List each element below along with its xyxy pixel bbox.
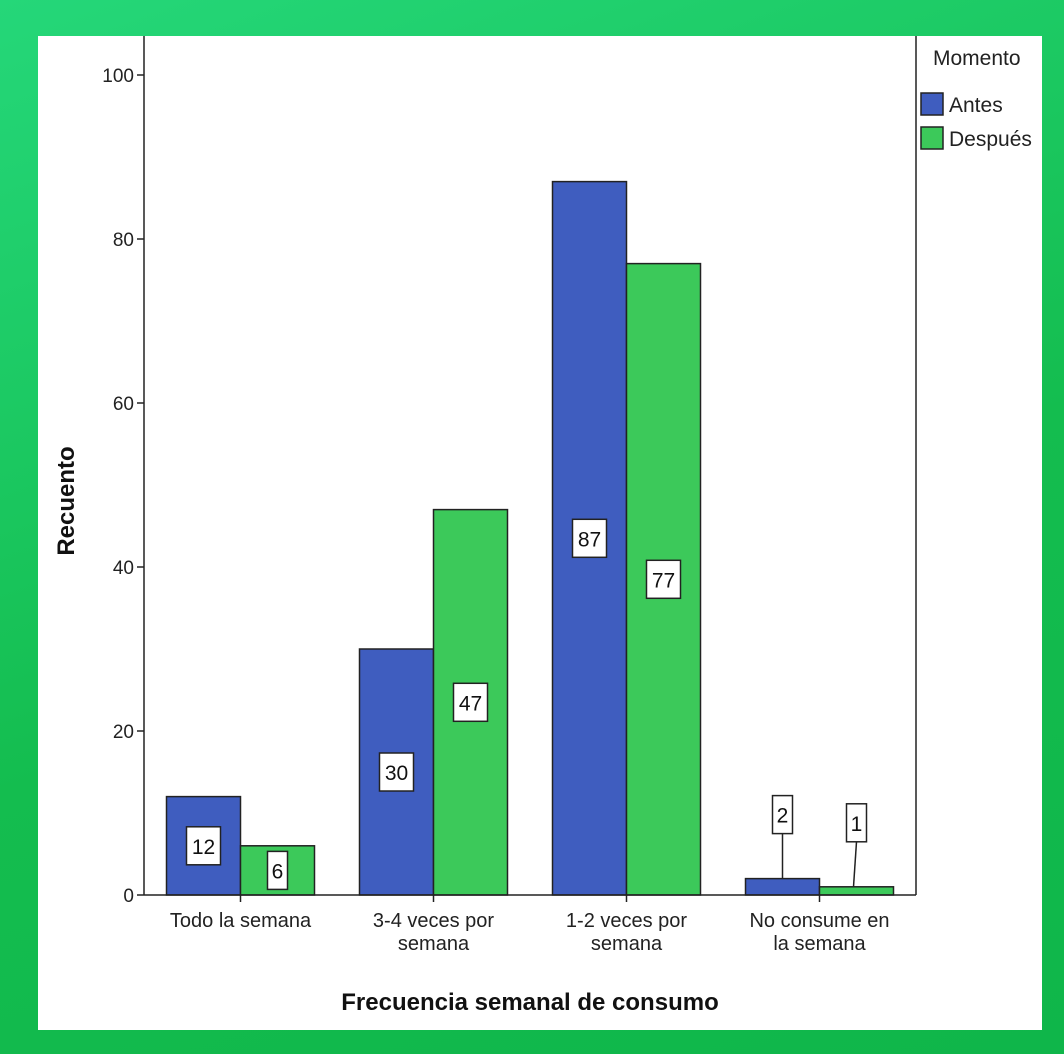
y-tick-label: 100 (102, 66, 134, 87)
legend-swatch (920, 92, 944, 116)
legend-entry: Después (949, 128, 1032, 151)
y-axis-title: Recuento (53, 446, 80, 555)
y-tick-label: 80 (113, 230, 134, 251)
bar-antes (744, 877, 821, 896)
x-tick-label-line: 1-2 veces por (566, 910, 688, 932)
y-tick-label: 60 (113, 394, 134, 415)
y-tick-label: 0 (123, 886, 134, 907)
y-tick-label: 40 (113, 558, 134, 579)
x-axis-title: Frecuencia semanal de consumo (341, 989, 718, 1016)
legend: Momento Antes Después (920, 47, 1032, 151)
legend-swatch (920, 126, 944, 150)
x-tick-label-line: semana (398, 933, 470, 955)
data-label: 77 (652, 569, 675, 592)
data-label-box (266, 850, 289, 891)
data-label: 2 (777, 805, 789, 828)
data-labels-layer: 12 6 30 47 87 77 2 1 (185, 518, 868, 891)
x-tick-label-line: Todo la semana (170, 910, 312, 932)
data-label: 12 (192, 836, 215, 859)
data-label-box (452, 682, 489, 723)
legend-entry: Antes (949, 94, 1003, 117)
x-tick-label: 1-2 veces por semana (566, 910, 688, 955)
x-tick-label-line: 3-4 veces por (373, 910, 495, 932)
data-label-box (771, 794, 794, 835)
x-tick-label: Todo la semana (170, 910, 312, 932)
data-label-leader (852, 841, 858, 887)
data-label-box (845, 803, 868, 843)
chart-panel: 0 20 40 60 80 100 Todo la semana 3-4 veces por s… (38, 36, 1042, 1030)
data-label-box (378, 752, 415, 792)
data-label: 6 (272, 860, 284, 883)
bars-layer (165, 180, 895, 896)
data-label: 47 (459, 692, 482, 715)
data-label: 1 (851, 813, 863, 836)
x-tick-label: No consume en la semana (749, 910, 889, 955)
data-label: 30 (385, 762, 408, 785)
data-label: 87 (578, 528, 601, 551)
legend-title: Momento (933, 47, 1021, 70)
data-label-box (645, 559, 682, 600)
data-label-box (571, 518, 608, 559)
bar-despus (818, 886, 895, 896)
data-label-box (185, 826, 222, 866)
x-tick-label-line: No consume en (749, 910, 889, 932)
y-tick-label: 20 (113, 722, 134, 743)
x-tick-label-line: semana (591, 933, 663, 955)
x-tick-label: 3-4 veces por semana (373, 910, 495, 955)
x-tick-label-line: la semana (773, 933, 866, 955)
